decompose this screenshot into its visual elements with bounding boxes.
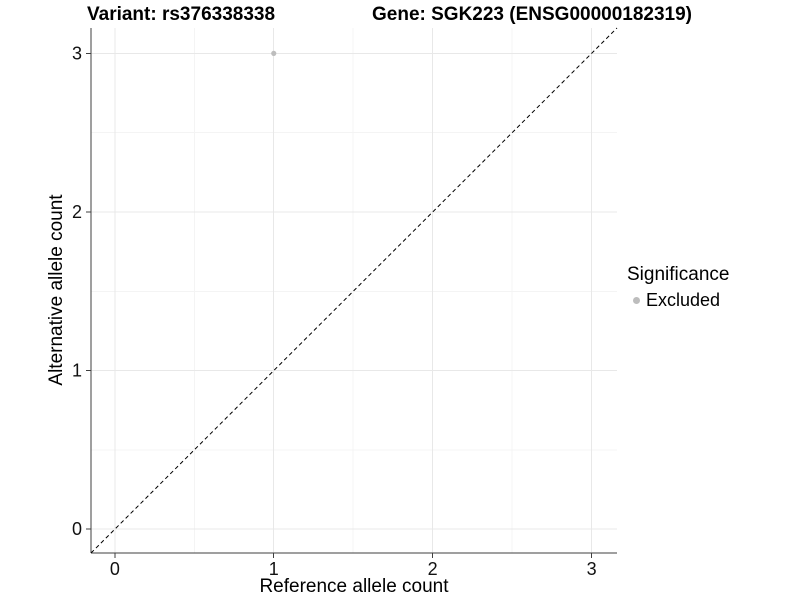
data-point <box>271 50 277 56</box>
x-axis-title: Reference allele count <box>259 576 449 597</box>
plot-title-gene: Gene: SGK223 (ENSG00000182319) <box>372 4 693 25</box>
identity-reference-line <box>90 27 618 554</box>
x-tick-label: 1 <box>269 559 279 579</box>
y-tick-label: 2 <box>72 202 82 222</box>
plot-title-variant: Variant: rs376338338 <box>87 4 276 25</box>
x-tick-label: 2 <box>428 559 438 579</box>
legend-item-label: Excluded <box>646 290 721 310</box>
y-tick-label: 0 <box>72 519 82 539</box>
legend-title: Significance <box>627 264 730 285</box>
x-tick-label: 3 <box>587 559 597 579</box>
legend-point-icon <box>633 297 640 304</box>
y-tick-label: 1 <box>72 361 82 381</box>
y-tick-label: 3 <box>72 43 82 63</box>
legend-item-excluded: Excluded <box>627 290 729 311</box>
x-tick-label: 0 <box>110 559 120 579</box>
y-axis-title: Alternative allele count <box>46 194 67 386</box>
legend: Significance Excluded <box>627 264 729 311</box>
